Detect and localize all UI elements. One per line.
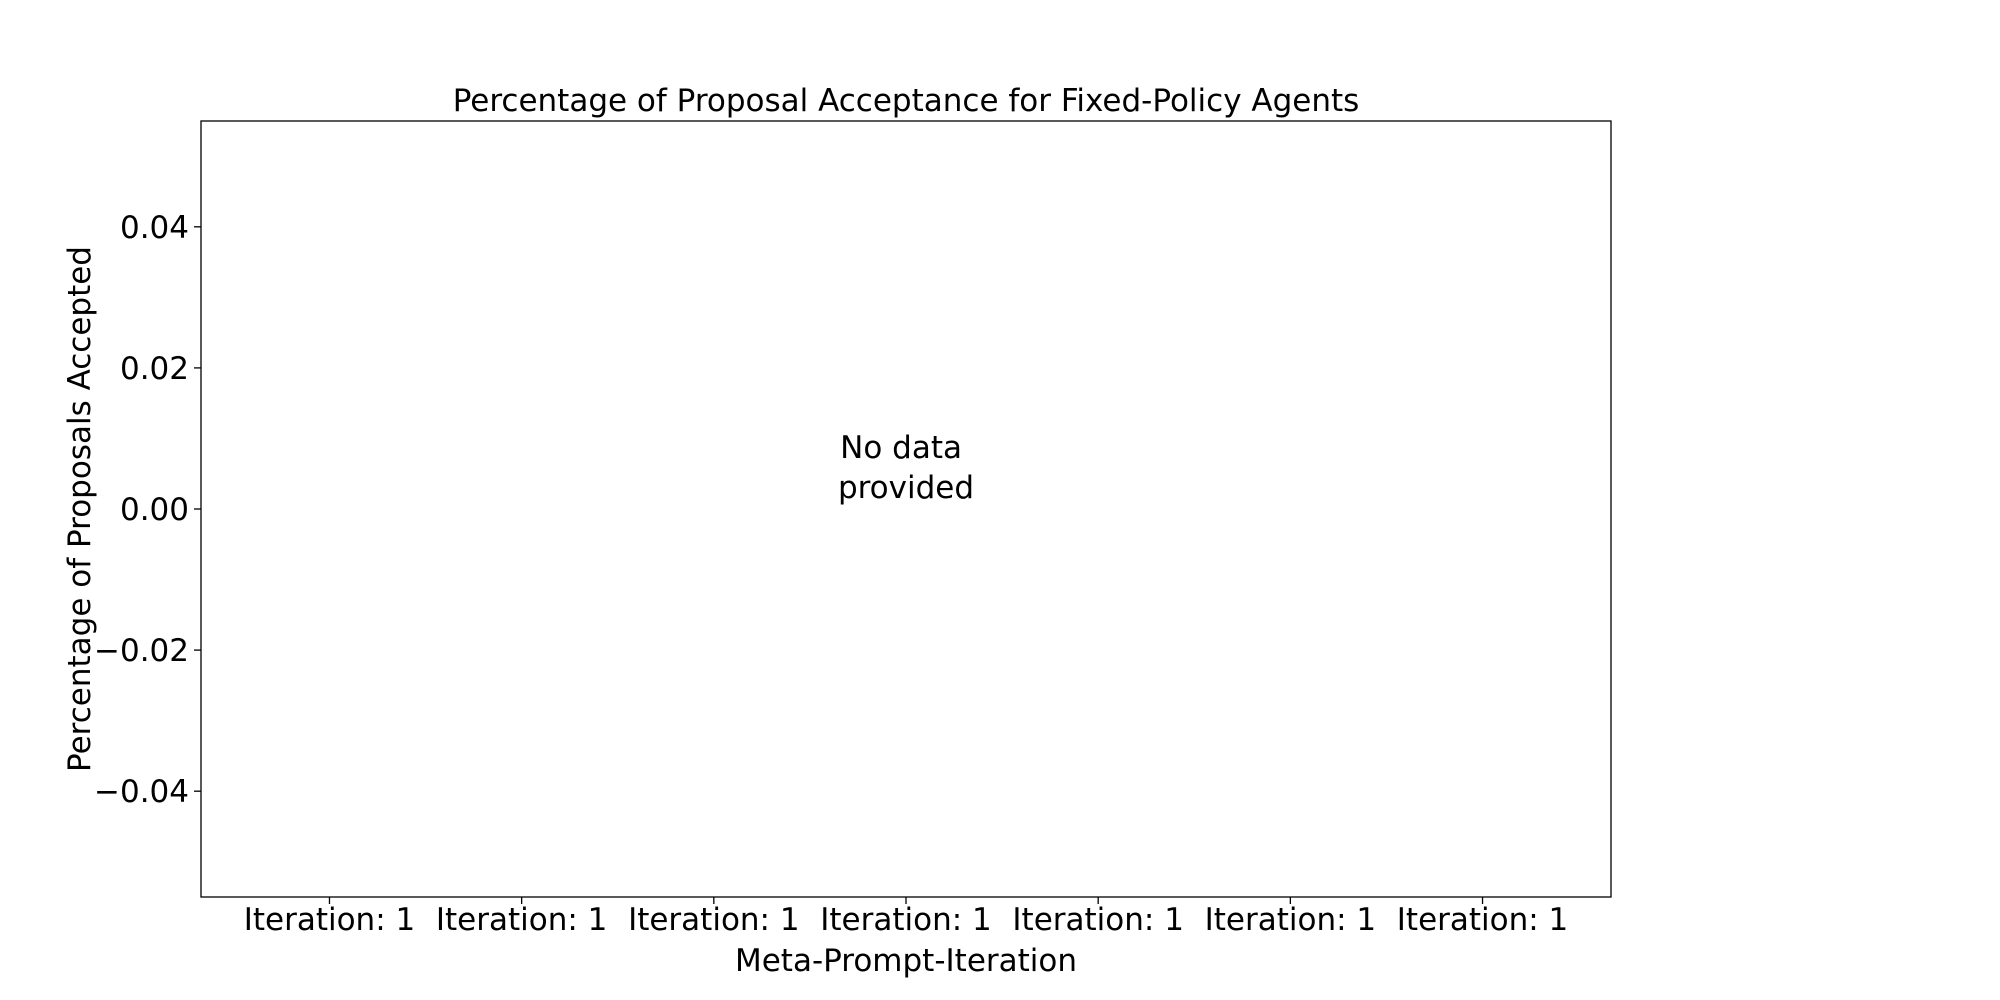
x-tick-label: Iteration: 1 [628,902,800,938]
x-tick-label: Iteration: 1 [1397,902,1569,938]
y-tick-label: 0.00 [120,492,189,528]
y-axis-label: Percentage of Proposals Accepted [62,246,98,772]
x-tick-label: Iteration: 1 [1012,902,1184,938]
x-axis-label: Meta-Prompt-Iteration [735,943,1077,979]
x-tick-label: Iteration: 1 [820,902,992,938]
y-tick-label: 0.04 [120,210,189,246]
x-tick-label: Iteration: 1 [436,902,608,938]
y-tick-label: −0.04 [94,774,189,810]
x-axis: Iteration: 1 Iteration: 1 Iteration: 1 Iter… [244,897,1569,938]
no-data-annotation: No data provided [838,430,974,506]
x-tick-label: Iteration: 1 [244,902,416,938]
y-tick-label: −0.02 [94,633,189,669]
y-axis: −0.04 −0.02 0.00 0.02 0.04 [94,210,201,810]
no-data-line-2: provided [838,470,974,506]
chart-title: Percentage of Proposal Acceptance for Fi… [453,83,1360,119]
y-tick-label: 0.02 [120,351,189,387]
no-data-line-1: No data [840,430,962,466]
x-tick-label: Iteration: 1 [1205,902,1377,938]
